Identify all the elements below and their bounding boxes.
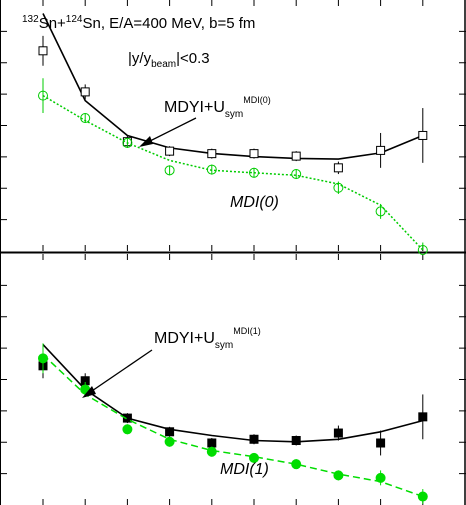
- data-point: [418, 412, 428, 422]
- series-1-1: [38, 343, 428, 504]
- series-1-0: [38, 344, 428, 456]
- title-mass-2: 124: [66, 14, 83, 25]
- data-point: [376, 145, 386, 155]
- data-point: [417, 245, 428, 255]
- data-point: [333, 428, 343, 438]
- data-point: [291, 459, 302, 470]
- data-point: [122, 137, 133, 148]
- data-point: [207, 438, 217, 448]
- data-point: [417, 491, 428, 502]
- series-0-1: [38, 78, 428, 255]
- data-point: [165, 427, 175, 437]
- data-point: [80, 87, 90, 97]
- data-point: [249, 434, 259, 444]
- series-layer: [38, 13, 428, 504]
- data-point: [164, 165, 175, 176]
- label-mdi-bottom: MDI(1): [220, 461, 269, 478]
- series-0-0: [38, 13, 428, 175]
- data-point: [375, 206, 386, 217]
- data-point: [206, 446, 217, 457]
- data-point: [376, 438, 386, 448]
- data-point: [418, 130, 428, 140]
- data-point: [80, 113, 91, 124]
- arrow-top-head: [139, 136, 153, 147]
- data-point: [122, 413, 132, 423]
- series-line: [42, 344, 424, 443]
- series-line: [42, 13, 424, 160]
- arrow-bottom-line: [85, 349, 153, 396]
- rapidity-cut: |y/ybeam|<0.3: [128, 50, 210, 70]
- data-point: [333, 163, 343, 173]
- label-mdyi-bottom: MDYI+UsymMDI(1): [154, 326, 261, 351]
- title-seg-1: Sn+: [39, 15, 66, 32]
- label-mdyi-top: MDYI+UsymMDI(0): [164, 95, 271, 120]
- data-point: [38, 90, 48, 101]
- panel-title: 132Sn+124Sn, E/A=400 MeV, b=5 fm: [22, 14, 255, 32]
- data-point: [122, 424, 133, 435]
- data-point: [375, 472, 386, 483]
- title-mass-1: 132: [22, 14, 39, 25]
- title-seg-2: Sn, E/A=400 MeV, b=5 fm: [82, 15, 255, 32]
- data-point: [333, 470, 344, 481]
- series-line: [42, 354, 424, 498]
- data-point: [165, 146, 175, 156]
- label-mdi-top: MDI(0): [230, 194, 279, 211]
- arrow-bottom-head: [82, 386, 96, 398]
- data-point: [249, 452, 259, 463]
- data-point: [291, 169, 302, 180]
- data-point: [333, 182, 344, 193]
- data-point: [249, 149, 259, 159]
- series-line: [42, 94, 424, 251]
- data-point: [291, 151, 301, 161]
- data-point: [207, 149, 217, 159]
- data-point: [206, 164, 217, 175]
- data-point: [291, 436, 301, 446]
- data-point: [38, 353, 48, 364]
- data-point: [38, 46, 48, 56]
- data-point: [164, 436, 175, 447]
- data-point: [249, 167, 259, 178]
